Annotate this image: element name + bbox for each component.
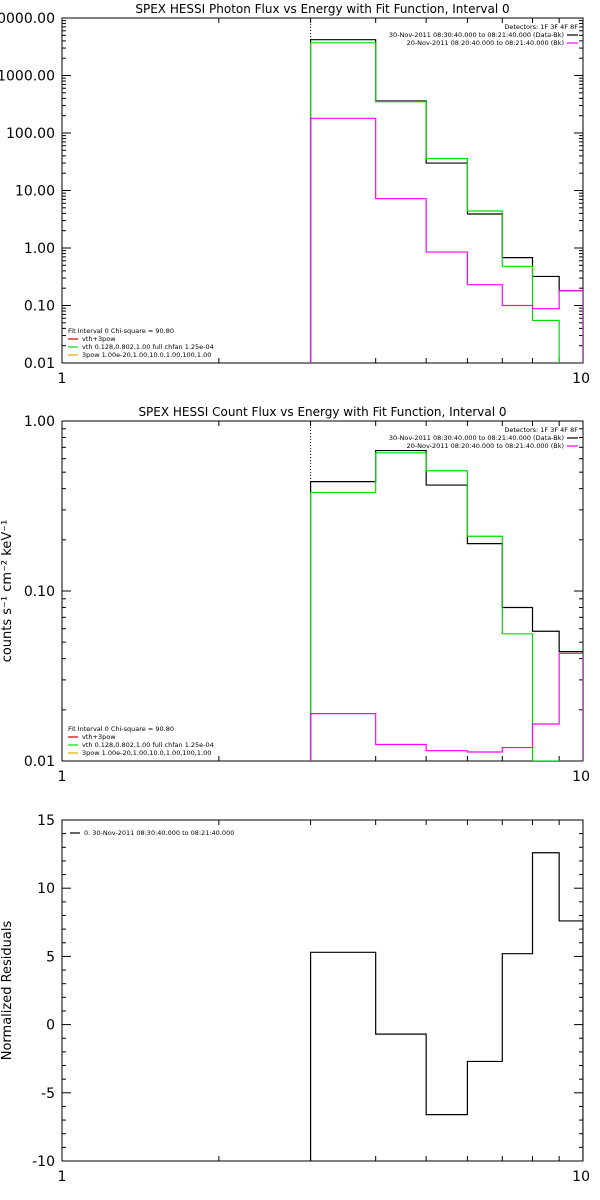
legend-header: Detectors: 1F 3F 4F 8F (504, 426, 578, 434)
y-tick-label: 0.10 (24, 584, 55, 600)
fit-legend-label: vth 0.128,0.802,1.00 full chfan 1.25e-04 (82, 741, 214, 749)
y-tick-label: 0 (46, 1018, 55, 1034)
series-1-line (309, 39, 583, 363)
fit-legend-label: 3pow 1.00e-20,1.00,10.0,1.00,100,1.00 (82, 749, 211, 757)
chart-title: SPEX HESSI Count Flux vs Energy with Fit… (138, 405, 506, 419)
series-3-line (309, 652, 583, 761)
y-tick-label: 0.10 (24, 299, 55, 315)
x-tick-label: 10 (572, 769, 590, 785)
legend: 0. 30-Nov-2011 08:30:40.000 to 08:21:40.… (70, 829, 234, 837)
y-tick-label: 15 (37, 813, 55, 829)
y-tick-label: 100.00 (6, 126, 55, 142)
y-tick-label: 10000.00 (0, 11, 55, 27)
legend-entry-label: 20-Nov-2011 08:20:40.000 to 08:21:40.000… (407, 442, 564, 450)
y-tick-label: -5 (41, 1086, 55, 1102)
y-tick-label: 10 (37, 881, 55, 897)
chart-panel-3: Normalized Residuals -10 -5 0 5 10 15 1 10 0. 30-… (0, 813, 590, 1185)
fit-legend-header: Fit Interval 0 Chi-square = 90.80 (68, 327, 174, 335)
y-tick-label: 0.01 (24, 356, 55, 372)
legend-entry-label: 20-Nov-2011 08:20:40.000 to 08:21:40.000… (407, 39, 564, 47)
y-tick-label: 5 (46, 949, 55, 965)
y-axis-label: Normalized Residuals (0, 921, 15, 1061)
x-tick-label: 10 (572, 1169, 590, 1185)
chart-title: SPEX HESSI Photon Flux vs Energy with Fi… (135, 2, 509, 16)
y-tick-label: 10.00 (15, 184, 55, 200)
chart-panel-2: SPEX HESSI Count Flux vs Energy with Fit… (0, 405, 590, 785)
x-tick-label: 1 (58, 371, 67, 387)
series-1-line (309, 852, 583, 1161)
fit-legend-label: vth+3pow (82, 335, 116, 343)
series-3-line (309, 117, 583, 363)
chart-panel-1: SPEX HESSI Photon Flux vs Energy with Fi… (0, 2, 590, 387)
plot-frame (61, 17, 584, 364)
y-tick-label: 1.00 (24, 414, 55, 430)
legend-entry-label: 30-Nov-2011 08:30:40.000 to 08:21:40.000… (389, 31, 564, 39)
fit-legend: Fit Interval 0 Chi-square = 90.80vth+3po… (68, 327, 214, 359)
y-axis-label: counts s⁻¹ cm⁻² keV⁻¹ (0, 520, 15, 663)
fit-legend-label: 3pow 1.00e-20,1.00,10.0,1.00,100,1.00 (82, 351, 211, 359)
fit-legend-header: Fit Interval 0 Chi-square = 90.80 (68, 725, 174, 733)
series-1-line (309, 449, 583, 761)
fit-legend: Fit Interval 0 Chi-square = 90.80vth+3po… (68, 725, 214, 757)
legend-header: Detectors: 1F 3F 4F 8F (504, 23, 578, 31)
fit-legend-label: vth 0.128,0.802,1.00 full chfan 1.25e-04 (82, 343, 214, 351)
legend-entry-label: 0. 30-Nov-2011 08:30:40.000 to 08:21:40.… (84, 829, 234, 837)
plot-frame (61, 420, 584, 762)
series-2-line (309, 42, 560, 363)
y-tick-label: 0.01 (24, 754, 55, 770)
x-tick-label: 1 (58, 769, 67, 785)
y-tick-label: -10 (32, 1154, 55, 1170)
y-tick-label: 1000.00 (0, 69, 55, 85)
legend-entry-label: 30-Nov-2011 08:30:40.000 to 08:21:40.000… (389, 434, 564, 442)
fit-legend-label: vth+3pow (82, 733, 116, 741)
series-2-line (309, 452, 560, 761)
plot-frame (61, 819, 584, 1162)
y-tick-label: 1.00 (24, 241, 55, 257)
x-tick-label: 1 (58, 1169, 67, 1185)
x-tick-label: 10 (572, 371, 590, 387)
